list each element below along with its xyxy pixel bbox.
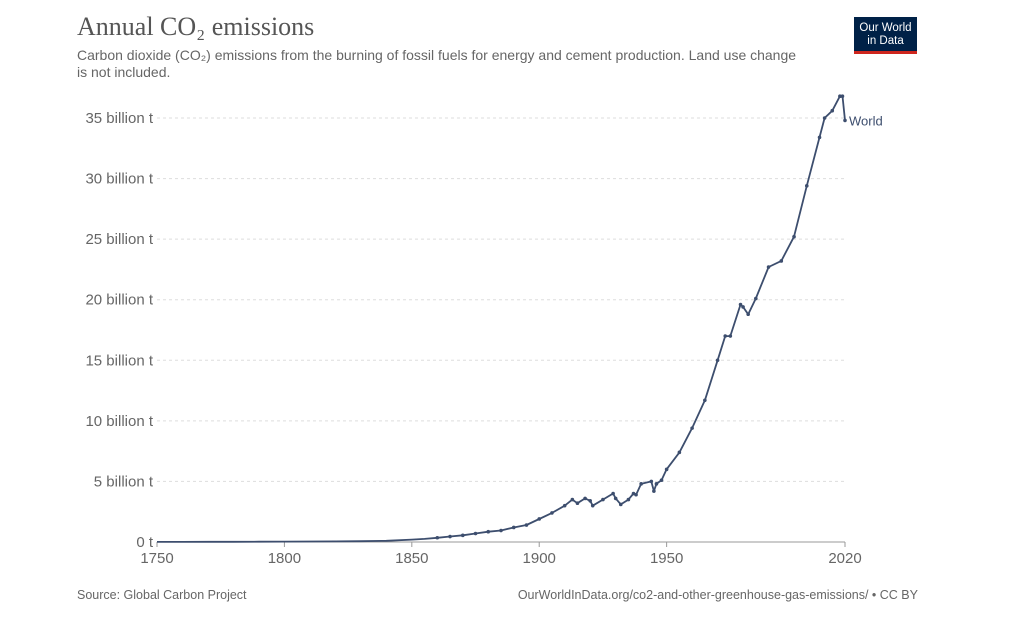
y-tick-label: 15 billion t (85, 352, 153, 369)
data-point (703, 398, 707, 403)
data-point (728, 334, 733, 338)
source-note: Source: Global Carbon Project (77, 588, 247, 602)
y-tick-label: 30 billion t (85, 171, 153, 188)
data-point (738, 302, 743, 307)
data-point (511, 525, 516, 530)
data-point (611, 491, 615, 496)
logo-line-1: Our World (859, 22, 912, 34)
x-tick-label: 1900 (523, 550, 556, 567)
data-point (588, 499, 592, 503)
data-point (804, 184, 809, 188)
data-point (613, 496, 618, 501)
data-point (639, 482, 643, 486)
data-point (654, 482, 659, 486)
y-tick-label: 10 billion t (85, 413, 153, 430)
data-point (659, 478, 664, 483)
y-tick-label: 20 billion t (85, 292, 153, 309)
x-tick-label: 1750 (140, 550, 173, 567)
data-point (460, 533, 465, 538)
data-point (570, 497, 575, 502)
data-point (618, 502, 623, 507)
data-point (830, 108, 835, 113)
data-point (550, 511, 554, 515)
logo-line-2: in Data (867, 34, 904, 47)
data-point (792, 234, 796, 239)
data-point (690, 426, 694, 430)
x-tick-label: 1800 (268, 550, 301, 567)
data-point (840, 94, 845, 98)
data-point (838, 94, 842, 98)
data-point (779, 259, 784, 263)
data-point (741, 305, 745, 309)
data-point (822, 116, 827, 120)
x-tick-label: 1950 (650, 550, 683, 567)
data-point (524, 523, 529, 527)
data-point (817, 135, 822, 140)
data-point (537, 517, 542, 521)
data-point (649, 479, 654, 484)
data-point (766, 265, 771, 269)
data-point (473, 531, 478, 536)
data-point (575, 501, 580, 506)
chart-title: Annual CO₂ emissions (77, 12, 315, 41)
data-point (448, 534, 452, 539)
data-point (664, 467, 669, 472)
data-point (601, 497, 605, 502)
data-point (677, 450, 682, 455)
x-tick-label: 1850 (395, 550, 428, 567)
y-tick-label: 0 t (136, 534, 154, 551)
data-point (562, 503, 567, 508)
data-point (634, 492, 638, 497)
source-link[interactable]: OurWorldInData.org/co2-and-other-greenho… (517, 588, 918, 602)
data-point (486, 529, 491, 534)
data-point (626, 497, 631, 502)
data-point (746, 312, 750, 317)
data-point (435, 535, 440, 540)
data-point (754, 296, 758, 301)
data-point (583, 496, 587, 501)
data-point (590, 503, 595, 508)
data-point (715, 358, 720, 363)
data-point (652, 489, 656, 493)
series-label-world: World (849, 113, 883, 128)
y-tick-label: 5 billion t (94, 473, 154, 490)
series-line-world (157, 95, 846, 543)
y-tick-label: 25 billion t (85, 231, 153, 248)
data-point (723, 334, 728, 338)
y-tick-label: 35 billion t (85, 110, 153, 127)
chart-subtitle: Carbon dioxide (CO₂) emissions from the … (77, 47, 797, 80)
data-point (499, 528, 503, 533)
data-point (843, 118, 847, 123)
owid-logo[interactable]: Our World in Data (854, 17, 917, 54)
x-tick-label: 2020 (828, 550, 861, 567)
